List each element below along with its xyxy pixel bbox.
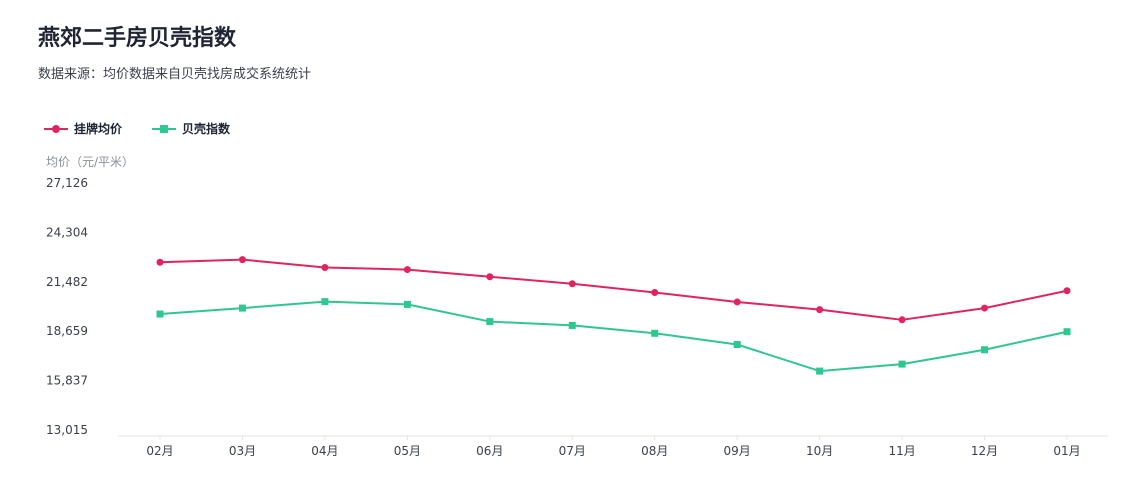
series-1-point[interactable] [238,304,246,312]
series-0-point[interactable] [403,266,411,274]
series-0-point[interactable] [321,263,329,271]
legend-label-listing-price: 挂牌均价 [74,122,123,136]
series-1-point[interactable] [898,360,906,368]
series-0-point[interactable] [898,316,906,324]
y-tick-label: 15,837 [46,374,88,388]
series-0-point[interactable] [981,304,989,312]
series-layer [156,256,1071,375]
series-1-point[interactable] [156,310,164,318]
series-0-point[interactable] [816,306,824,314]
series-0-point[interactable] [486,273,494,281]
legend-label-beike-index: 贝壳指数 [182,122,231,136]
series-1-point[interactable] [733,340,741,348]
x-tick-label: 03月 [229,444,256,458]
legend-square-marker-icon [152,124,177,133]
y-axis-ticks: 27,126 24,304 21,482 18,659 15,837 13,015 [46,176,88,437]
series-0-point[interactable] [1063,287,1071,295]
series-1-point[interactable] [651,329,659,337]
series-line-0 [159,258,1068,321]
x-tick-label: 11月 [888,444,915,458]
x-tick-label: 08月 [641,444,668,458]
y-tick-label: 18,659 [46,324,88,338]
chart-legend[interactable]: 挂牌均价 贝壳指数 [44,120,260,137]
y-axis-title: 均价（元/平米） [46,155,134,169]
x-tick-label: 02月 [146,444,173,458]
x-tick-label: 12月 [971,444,998,458]
series-1-point[interactable] [816,367,824,375]
series-line-1 [159,300,1068,373]
chart-subtitle: 数据来源：均价数据来自贝壳找房成交系统统计 [38,67,312,82]
x-tick-label: 05月 [394,444,421,458]
series-0-point[interactable] [238,256,246,264]
legend-item-beike-index[interactable]: 贝壳指数 [152,120,230,137]
series-0-point[interactable] [733,298,741,306]
y-tick-label: 13,015 [46,423,88,437]
y-tick-label: 24,304 [46,225,88,239]
series-0-point[interactable] [568,280,576,288]
x-tick-label: 07月 [559,444,586,458]
x-tick-label: 04月 [311,444,338,458]
chart-title: 燕郊二手房贝壳指数 [38,26,237,51]
series-0-point[interactable] [651,289,659,297]
y-tick-label: 21,482 [46,275,88,289]
x-tick-label: 09月 [724,444,751,458]
series-1-point[interactable] [321,298,329,306]
series-1-point[interactable] [568,321,576,329]
series-1-point[interactable] [403,300,411,308]
series-0-point[interactable] [156,258,164,266]
x-axis-ticks: 02月 03月 04月 05月 06月 07月 08月 09月 10月 11月 12月 01月 [146,436,1081,458]
x-tick-label: 01月 [1053,444,1080,458]
series-1-point[interactable] [486,318,494,326]
y-tick-label: 27,126 [46,176,88,190]
x-tick-label: 10月 [806,444,833,458]
legend-circle-marker-icon [44,124,68,133]
series-1-point[interactable] [1063,328,1071,336]
x-tick-label: 06月 [476,444,503,458]
series-1-point[interactable] [981,346,989,354]
legend-item-listing-price[interactable]: 挂牌均价 [44,120,122,137]
